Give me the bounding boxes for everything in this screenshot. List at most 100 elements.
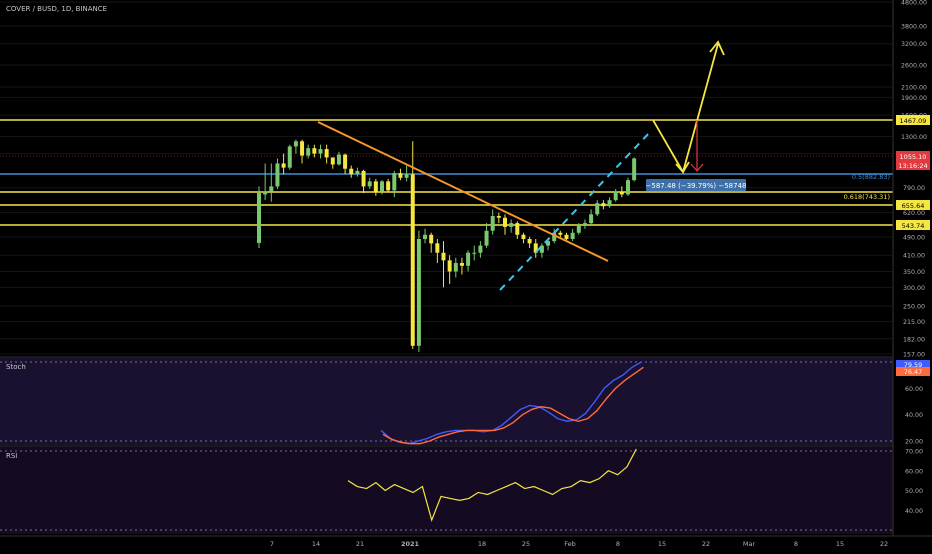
stoch-d-line[interactable] (382, 366, 644, 445)
last-price-label: 1055.10 (900, 153, 927, 161)
candle[interactable] (324, 149, 329, 158)
candle[interactable] (300, 141, 305, 156)
price-tick-label: 1900.00 (901, 95, 927, 102)
price-tick-label: 2100.00 (901, 85, 927, 92)
measure-label: −587.48 (−39.79%) −58748 (646, 182, 747, 190)
time-tick-label: Mar (743, 540, 756, 548)
candle[interactable] (453, 263, 458, 272)
candle[interactable] (632, 158, 637, 181)
candle[interactable] (380, 181, 384, 192)
price-tick-label: 2600.00 (901, 63, 927, 70)
candle[interactable] (435, 243, 440, 253)
candle[interactable] (343, 154, 348, 169)
candle[interactable] (595, 203, 600, 215)
time-axis[interactable]: 7 14 21 2021 18 25 Feb 8 15 22 Mar 8 15 22 (270, 540, 888, 548)
candle[interactable] (484, 230, 489, 246)
candle[interactable] (509, 223, 514, 227)
candle[interactable] (269, 186, 274, 192)
candle[interactable] (429, 234, 434, 244)
time-tick-label: Feb (564, 540, 576, 548)
candle[interactable] (533, 243, 538, 253)
candle[interactable] (582, 223, 587, 225)
candle[interactable] (515, 223, 520, 235)
candle[interactable] (619, 191, 624, 195)
candle[interactable] (447, 260, 452, 272)
rsi-title: RSI (6, 452, 17, 460)
candle[interactable] (312, 148, 317, 154)
candle[interactable] (478, 245, 483, 253)
candle[interactable] (521, 234, 526, 239)
candle[interactable] (441, 252, 446, 261)
descending-trendline[interactable] (317, 121, 609, 262)
candle[interactable] (496, 216, 501, 218)
stoch-tick-label: 40.00 (905, 412, 923, 419)
candle[interactable] (539, 245, 544, 253)
candle[interactable] (349, 168, 354, 175)
price-tick-label: 3200.00 (901, 41, 927, 48)
rsi-pane[interactable] (0, 447, 893, 534)
candle[interactable] (589, 214, 594, 224)
level-1467-tag (896, 115, 930, 125)
price-tick-label: 4800.00 (901, 0, 927, 7)
candle[interactable] (601, 203, 606, 207)
candle[interactable] (306, 148, 311, 156)
candle[interactable] (263, 191, 268, 195)
candle[interactable] (490, 216, 495, 231)
time-tick-label: 14 (312, 540, 320, 548)
candle[interactable] (287, 146, 292, 168)
candle[interactable] (355, 170, 360, 175)
candle[interactable] (472, 252, 477, 254)
candle[interactable] (293, 141, 298, 147)
candle[interactable] (281, 163, 286, 168)
stoch-k-line[interactable] (380, 361, 642, 445)
candle[interactable] (546, 241, 551, 246)
candle[interactable] (459, 263, 464, 266)
candle[interactable] (527, 238, 532, 244)
candle[interactable] (386, 181, 391, 191)
candle[interactable] (503, 217, 507, 227)
time-tick-label: 21 (356, 540, 364, 548)
price-tick-label: 157.00 (903, 352, 925, 359)
candle[interactable] (626, 180, 630, 195)
candle[interactable] (552, 232, 557, 242)
projection-arrow-up-icon (709, 40, 725, 56)
price-tick-label: 3800.00 (901, 24, 927, 31)
candle[interactable] (336, 154, 341, 165)
rsi-line[interactable] (347, 448, 637, 523)
candle[interactable] (423, 234, 428, 239)
time-tick-label: 22 (880, 540, 888, 548)
candle[interactable] (607, 200, 612, 207)
candle[interactable] (257, 193, 261, 243)
channel-line-lower[interactable] (499, 129, 653, 291)
candle[interactable] (275, 163, 280, 187)
stoch-pane[interactable] (0, 358, 893, 445)
candle[interactable] (564, 234, 569, 239)
candle[interactable] (404, 174, 409, 178)
candle[interactable] (416, 238, 421, 346)
stoch-d-value: 76.47 (904, 368, 923, 376)
candle[interactable] (570, 232, 575, 239)
candle[interactable] (373, 181, 378, 192)
price-tick-label: 350.00 (903, 269, 925, 276)
price-tick-label: 250.00 (903, 304, 925, 311)
time-tick-label: 18 (478, 540, 486, 548)
level-543-tag (896, 220, 930, 230)
time-tick-label: 8 (794, 540, 798, 548)
countdown-label: 13:16:24 (898, 162, 927, 170)
rsi-tick-label: 50.00 (905, 488, 923, 495)
candle[interactable] (392, 173, 397, 191)
candle[interactable] (361, 170, 366, 187)
candle[interactable] (576, 224, 581, 233)
candle[interactable] (330, 157, 335, 165)
candle[interactable] (613, 191, 618, 201)
candle[interactable] (398, 173, 403, 178)
candle[interactable] (558, 232, 563, 235)
candle[interactable] (318, 149, 323, 154)
price-axis[interactable] (893, 0, 932, 550)
candle[interactable] (466, 252, 471, 266)
candle[interactable] (410, 174, 415, 346)
candle[interactable] (367, 181, 372, 187)
stoch-tick-label: 20.00 (905, 439, 923, 446)
